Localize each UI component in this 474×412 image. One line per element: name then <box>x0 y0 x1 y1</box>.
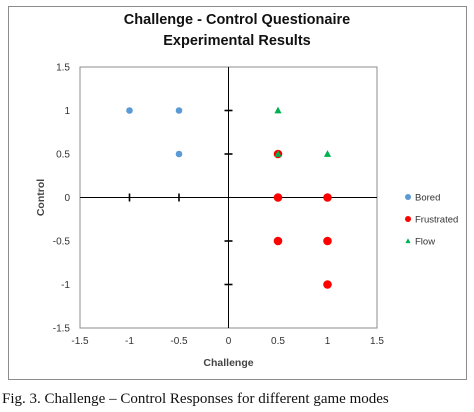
x-tick-label: -0.5 <box>170 336 188 347</box>
legend-frustrated-marker <box>405 216 411 222</box>
chart-subtitle: Experimental Results <box>163 33 311 49</box>
y-tick-label: 0 <box>64 193 70 204</box>
legend-flow-label: Flow <box>415 237 435 248</box>
x-axis-title: Challenge <box>203 357 253 369</box>
chart-title: Challenge - Control Questionaire <box>123 12 351 28</box>
x-tick-label: -1.5 <box>71 336 89 347</box>
chart-frame <box>8 6 467 380</box>
x-tick-label: 0 <box>226 336 232 347</box>
y-tick-label: -1 <box>61 280 70 291</box>
flow-point <box>274 150 282 157</box>
y-tick-label: 1.5 <box>56 63 70 74</box>
y-tick-label: 1 <box>64 106 70 117</box>
y-tick-label: -1.5 <box>53 324 71 335</box>
legend-flow-marker <box>405 238 411 244</box>
legend-bored-label: Bored <box>415 193 440 204</box>
legend-bored-marker <box>405 194 411 200</box>
x-tick-label: -1 <box>125 336 134 347</box>
flow-point <box>274 106 282 114</box>
flow-point <box>323 150 332 157</box>
scatter-chart: -1.5 -1 -0.5 0 0.5 1 1.5 -1.5 -1 -0.5 0 0.5 1 1.5 Chal… <box>35 63 458 370</box>
bored-point <box>175 150 183 158</box>
y-axis-title: Control <box>35 179 47 216</box>
frustrated-point <box>273 193 283 202</box>
bored-point <box>175 107 183 114</box>
figure-caption: Fig. 3. Challenge – Control Responses fo… <box>2 391 389 407</box>
frustrated-point <box>323 193 332 202</box>
x-tick-label: 1 <box>325 336 331 347</box>
frustrated-point <box>273 236 283 246</box>
x-tick-label: 0.5 <box>271 336 285 347</box>
bored-point <box>126 107 133 114</box>
frustrated-point <box>323 280 332 289</box>
frustrated-point <box>323 236 332 246</box>
x-tick-label: 1.5 <box>370 336 384 347</box>
legend-frustrated-label: Frustrated <box>415 215 458 226</box>
y-tick-label: -0.5 <box>53 237 71 248</box>
y-tick-label: 0.5 <box>56 150 70 161</box>
